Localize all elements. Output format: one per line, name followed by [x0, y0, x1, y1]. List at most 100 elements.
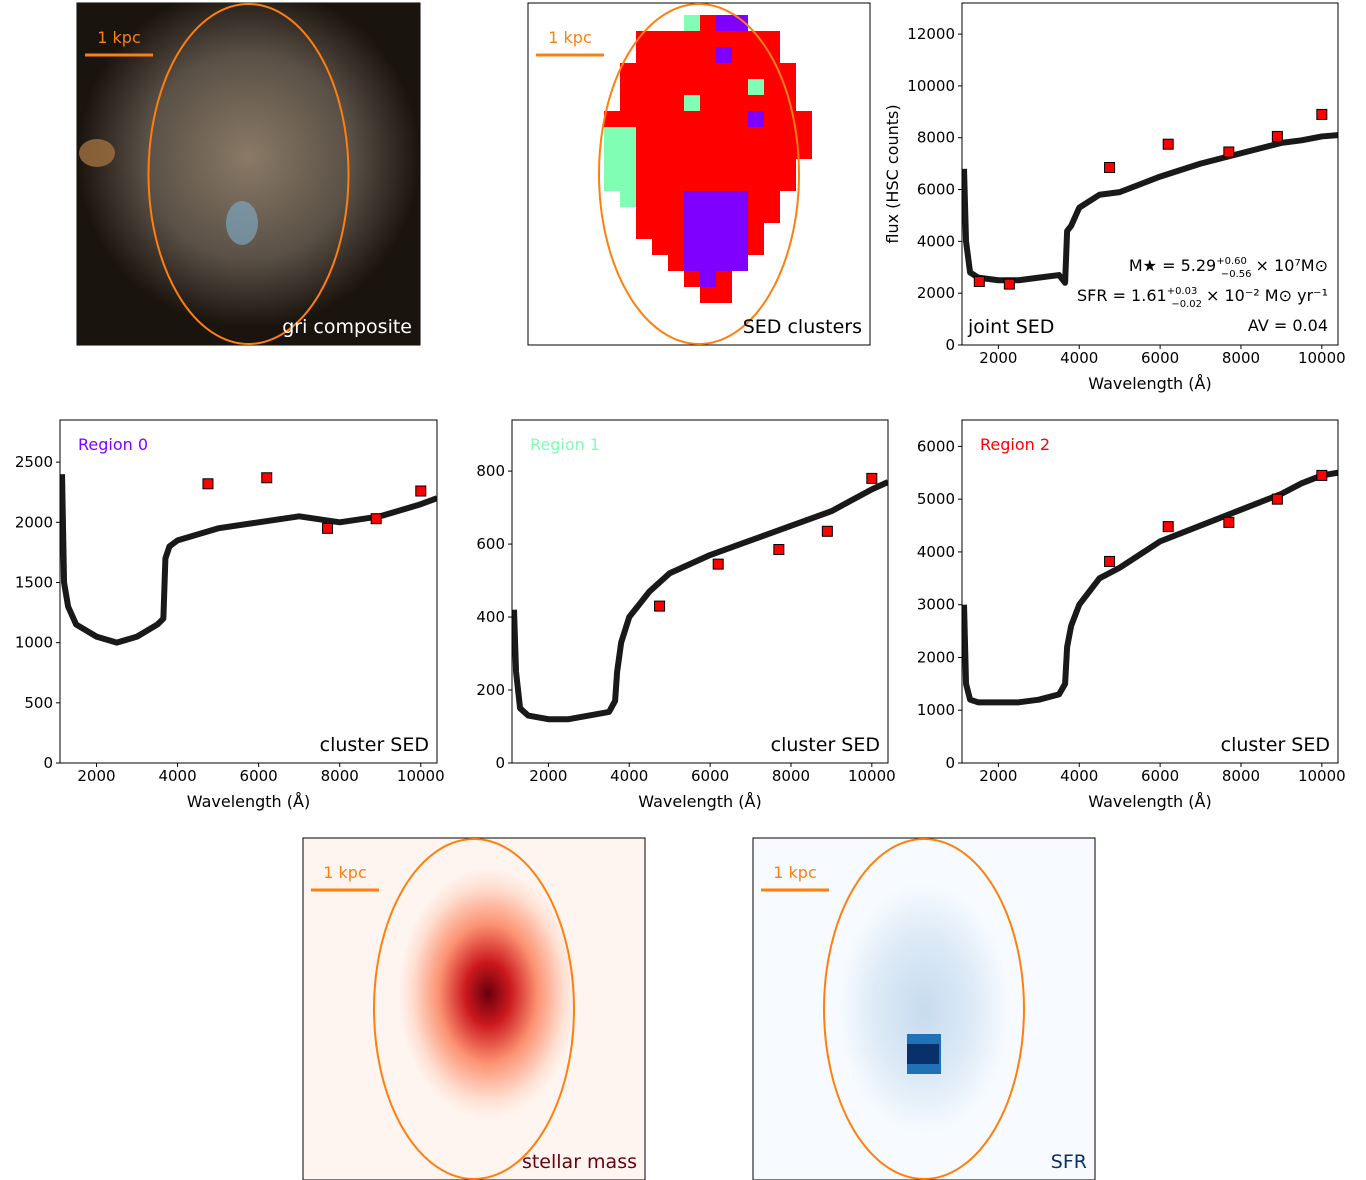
cluster-pixel: [716, 63, 732, 79]
cluster-pixel: [732, 15, 748, 31]
y-axis-label: flux (HSC counts): [883, 104, 902, 243]
aperture: [147, 3, 350, 345]
map-layer: [604, 15, 812, 303]
scale-label: 1 kpc: [323, 863, 366, 882]
cluster-pixel: [748, 127, 764, 143]
x-tick-label: 8000: [1222, 767, 1260, 785]
cluster-pixel: [636, 159, 652, 175]
cluster-pixel: [652, 143, 668, 159]
x-tick-label: 4000: [1060, 767, 1098, 785]
scale-label: 1 kpc: [773, 863, 816, 882]
cluster-pixel: [636, 191, 652, 207]
cluster-pixel: [732, 143, 748, 159]
x-tick-label: 6000: [240, 767, 278, 785]
cluster-pixel: [764, 79, 780, 95]
cluster-pixel: [700, 127, 716, 143]
cluster-pixel: [652, 95, 668, 111]
cluster-pixel: [652, 79, 668, 95]
cluster-pixel: [780, 127, 796, 143]
cluster-pixel: [716, 191, 732, 207]
photometry-point: [1316, 469, 1328, 481]
cluster-pixel: [748, 79, 764, 95]
cluster-pixel: [700, 239, 716, 255]
cluster-pixel: [604, 127, 620, 143]
photometry-point: [1104, 162, 1116, 174]
x-tick-label: 6000: [1141, 767, 1179, 785]
cluster-pixel: [716, 255, 732, 271]
x-tick-label: 2000: [529, 767, 567, 785]
cluster-pixel: [684, 111, 700, 127]
panel-label: cluster SED: [771, 734, 880, 756]
x-tick-label: 10000: [1298, 349, 1346, 367]
photometry-point: [773, 544, 785, 556]
aperture: [823, 838, 1025, 1180]
cluster-pixel: [652, 111, 668, 127]
annotation-rest: × 10⁷M⊙: [1256, 256, 1328, 275]
panel-label: gri composite: [282, 316, 412, 338]
model-spectrum: [962, 469, 1338, 706]
annotation-rest: × 10⁻² M⊙ yr⁻¹: [1206, 286, 1328, 305]
annotation-main: SFR = 1.61: [1077, 286, 1167, 305]
y-tick-label: 1000: [917, 701, 955, 719]
x-tick-label: 4000: [610, 767, 648, 785]
cluster-pixel: [716, 271, 732, 287]
cluster-pixel: [652, 223, 668, 239]
cluster-pixel: [684, 191, 700, 207]
x-tick-label: 8000: [321, 767, 359, 785]
region-title: Region 2: [980, 435, 1050, 454]
cluster-pixel: [700, 175, 716, 191]
scale-label: 1 kpc: [548, 28, 591, 47]
x-tick-label: 6000: [691, 767, 729, 785]
cluster-pixel: [652, 159, 668, 175]
cluster-pixel: [652, 47, 668, 63]
cluster-pixel: [732, 79, 748, 95]
cluster-pixel: [716, 31, 732, 47]
cluster-pixel: [668, 191, 684, 207]
annotation-main: M★ = 5.29: [1129, 256, 1216, 275]
cluster-pixel: [716, 95, 732, 111]
cluster-pixel: [652, 31, 668, 47]
cluster-pixel: [716, 15, 732, 31]
cluster-pixel: [652, 175, 668, 191]
y-tick-label: 5000: [917, 490, 955, 508]
x-tick-label: 4000: [1060, 349, 1098, 367]
cluster-pixel: [716, 175, 732, 191]
y-tick-label: 3000: [917, 596, 955, 614]
cluster-pixel: [748, 207, 764, 223]
y-tick-label: 4000: [917, 232, 955, 250]
y-tick-label: 2500: [15, 453, 53, 471]
cluster-pixel: [620, 127, 636, 143]
cluster-pixel: [652, 63, 668, 79]
x-tick-label: 2000: [979, 767, 1017, 785]
y-tick-label: 6000: [917, 181, 955, 199]
cluster-pixel: [620, 63, 636, 79]
cluster-pixel: [684, 239, 700, 255]
photometry-point: [415, 485, 427, 497]
cluster-pixel: [796, 111, 812, 127]
cluster-pixel: [652, 207, 668, 223]
cluster-pixel: [620, 79, 636, 95]
mass-map: [384, 859, 584, 1139]
photometry-point: [1162, 138, 1174, 150]
cluster-pixel: [764, 31, 780, 47]
photometry-point: [1162, 521, 1174, 533]
cluster-pixel: [732, 239, 748, 255]
cluster-pixel: [652, 127, 668, 143]
cluster-pixel: [684, 79, 700, 95]
y-tick-label: 400: [476, 608, 505, 626]
cluster-pixel: [716, 287, 732, 303]
y-tick-label: 6000: [917, 437, 955, 455]
cluster-pixel: [652, 191, 668, 207]
photometry-point: [1003, 278, 1015, 290]
cluster-pixel: [636, 127, 652, 143]
y-tick-label: 8000: [917, 129, 955, 147]
sfr-map: [829, 869, 1019, 1149]
cluster-pixel: [732, 175, 748, 191]
axes-frame: [961, 2, 1339, 346]
cluster-pixel: [620, 159, 636, 175]
cluster-pixel: [684, 95, 700, 111]
x-axis-label: Wavelength (Å): [638, 792, 761, 811]
cluster-pixel: [636, 63, 652, 79]
x-axis-label: Wavelength (Å): [187, 792, 310, 811]
